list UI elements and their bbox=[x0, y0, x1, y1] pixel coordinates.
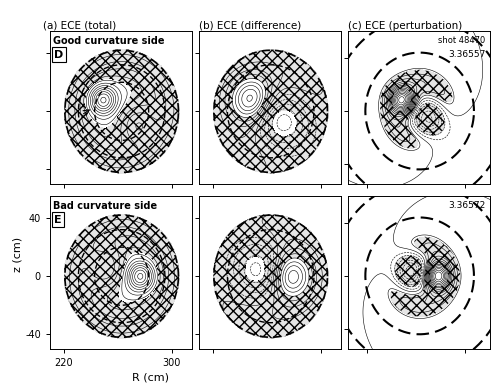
Text: E: E bbox=[54, 214, 62, 225]
Text: 1: 1 bbox=[0, 391, 1, 392]
Text: 2: 2 bbox=[0, 391, 1, 392]
Text: 3.36572: 3.36572 bbox=[448, 201, 486, 210]
Text: Good curvature side: Good curvature side bbox=[53, 36, 164, 46]
Text: shot 48470: shot 48470 bbox=[438, 36, 486, 45]
Text: Bad curvature side: Bad curvature side bbox=[53, 201, 157, 211]
Text: 3: 3 bbox=[0, 391, 1, 392]
Text: 3.36557: 3.36557 bbox=[448, 50, 486, 59]
Text: D: D bbox=[54, 50, 64, 60]
Text: 5: 5 bbox=[0, 391, 1, 392]
Text: z (cm): z (cm) bbox=[12, 237, 22, 272]
Text: (b) ECE (difference): (b) ECE (difference) bbox=[199, 21, 302, 31]
Text: 4: 4 bbox=[0, 391, 1, 392]
Text: (c) ECE (perturbation): (c) ECE (perturbation) bbox=[348, 21, 463, 31]
Text: R (cm): R (cm) bbox=[132, 372, 168, 382]
Text: (a) ECE (total): (a) ECE (total) bbox=[43, 21, 116, 31]
